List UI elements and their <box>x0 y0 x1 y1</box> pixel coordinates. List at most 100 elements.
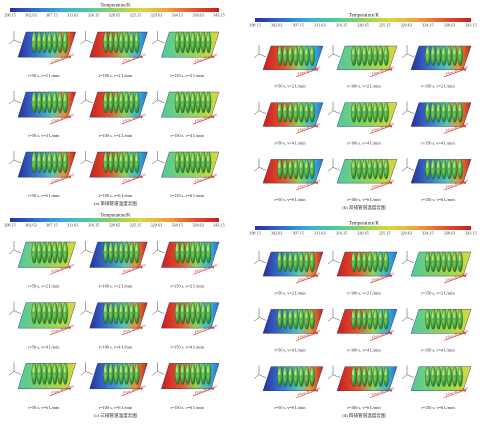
colorbar-tick-label: 316.15 <box>336 231 348 236</box>
subfigure-label: (c) 三排管道温度云图 <box>94 412 137 419</box>
pipe-core <box>174 251 212 254</box>
panel-d: Temperature/K 298.15 302.63 307.15 311.63 316… <box>249 222 477 420</box>
colorbar-tick-label: 307.15 <box>46 223 58 228</box>
flow-direction-arrow <box>121 387 143 397</box>
arrowhead-icon <box>211 116 215 119</box>
axis-triad-icon <box>152 241 165 255</box>
flow-direction-arrow <box>369 274 393 284</box>
colorbar <box>255 226 471 230</box>
contour-caption: t=100 s, v=6 L/min <box>99 405 133 411</box>
flow-direction-arrow <box>121 175 143 185</box>
pipe-core <box>350 317 390 321</box>
arrowhead-icon <box>68 176 72 179</box>
arrowhead-icon <box>463 68 467 72</box>
axis-triad-icon <box>401 251 415 265</box>
axis-triad-icon <box>8 241 22 255</box>
flow-direction-arrow <box>443 274 467 284</box>
contour-caption: t=150 s, v=2 L/min <box>421 290 455 296</box>
pipe-core <box>350 54 390 58</box>
colorbar-tick-label: 334.15 <box>422 23 434 28</box>
colorbar-tick-label: 302.63 <box>271 231 283 236</box>
axis-triad-icon <box>327 251 341 265</box>
flow-direction-arrow <box>443 181 467 191</box>
colorbar-tick-label: 343.15 <box>465 23 477 28</box>
colorbar-tick-label: 311.63 <box>314 23 325 28</box>
axis-triad-icon <box>327 158 341 172</box>
pipe-core <box>350 167 390 171</box>
colorbar-tick-label: 325.15 <box>379 23 391 28</box>
contour-caption: t=100 s, v=6 L/min <box>99 193 133 199</box>
axis-triad-icon <box>401 45 415 59</box>
colorbar-tick-label: 325.15 <box>379 231 391 236</box>
arrowhead-icon <box>315 332 319 335</box>
colorbar-tick-label: 316.15 <box>336 23 348 28</box>
pipe-core <box>424 110 464 114</box>
arrowhead-icon <box>68 327 72 330</box>
flow-direction-arrow <box>121 115 143 125</box>
contour-caption: t=150 s, v=6 L/min <box>421 405 455 411</box>
flow-direction-arrow <box>192 387 215 397</box>
flow-direction-arrow <box>192 175 215 185</box>
arrowhead-icon <box>211 266 215 269</box>
contour-caption: t=50 s, v=4 L/min <box>274 140 306 146</box>
flow-direction-arrow <box>295 274 319 284</box>
pipe-core <box>174 100 212 104</box>
contour-caption: t=50 s, v=4 L/min <box>28 133 60 139</box>
contour-caption: t=100 s, v=6 L/min <box>347 405 381 411</box>
pipe-core <box>31 311 69 315</box>
contour-caption: t=50 s, v=2 L/min <box>28 284 60 290</box>
colorbar-tick-label: 325.15 <box>130 223 142 228</box>
axis-triad-icon <box>253 45 267 59</box>
contour-caption: t=100 s, v=2 L/min <box>347 84 381 90</box>
flow-direction-arrow <box>295 181 319 191</box>
flow-direction-arrow <box>49 55 72 65</box>
axis-triad-icon <box>327 45 341 59</box>
pipe-core <box>424 54 464 58</box>
colorbar-tick-label: 311.63 <box>67 223 78 228</box>
contour-caption: t=100 s, v=2 L/min <box>99 284 133 290</box>
flow-direction-arrow <box>369 68 393 78</box>
axis-triad-icon <box>8 301 22 315</box>
colorbar-tick-label: 298.15 <box>249 23 261 28</box>
contour-caption: t=50 s, v=6 L/min <box>28 405 60 411</box>
arrowhead-icon <box>463 182 467 185</box>
pipe-core <box>31 100 69 104</box>
arrowhead-icon <box>211 327 215 330</box>
axis-triad-icon <box>152 151 165 165</box>
flow-direction-arrow <box>295 68 319 78</box>
contour-caption: t=50 s, v=4 L/min <box>274 348 306 354</box>
axis-triad-icon <box>8 31 22 45</box>
arrowhead-icon <box>139 327 143 330</box>
subfigure-label: (b) 双排管道温度云图 <box>342 204 386 211</box>
arrowhead-icon <box>389 125 393 128</box>
arrowhead-icon <box>211 387 215 391</box>
axis-triad-icon <box>401 365 415 379</box>
flow-direction-arrow <box>49 115 72 125</box>
arrowhead-icon <box>139 56 143 59</box>
contour-caption: t=50 s, v=6 L/min <box>28 193 60 199</box>
colorbar-tick-label: 343.15 <box>465 231 477 236</box>
axis-triad-icon <box>327 308 341 322</box>
contour-caption: t=100 s, v=4 L/min <box>99 344 133 350</box>
axis-triad-icon <box>253 365 267 379</box>
contour-caption: t=100 s, v=6 L/min <box>347 197 381 203</box>
arrowhead-icon <box>389 332 393 335</box>
panel-c: Temperature/K 298.15 302.63 307.15 311.63 316… <box>4 214 225 420</box>
pipe-core <box>31 251 69 254</box>
flow-direction-arrow <box>121 55 143 65</box>
